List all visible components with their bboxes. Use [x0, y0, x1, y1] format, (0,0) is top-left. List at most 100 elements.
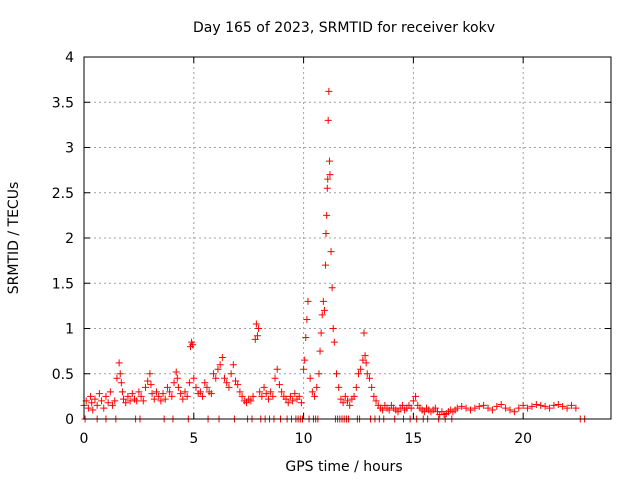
data-point: [260, 383, 268, 391]
data-point: [502, 404, 510, 412]
data-point: [325, 157, 333, 165]
data-point: [236, 388, 244, 396]
data-point: [155, 392, 163, 400]
y-tick-label: 1: [65, 322, 74, 338]
data-point: [385, 406, 393, 414]
data-point: [510, 408, 518, 416]
data-point: [168, 392, 176, 400]
data-point: [322, 229, 330, 237]
data-point: [264, 395, 272, 403]
data-point: [113, 374, 121, 382]
data-point: [300, 365, 308, 373]
data-point: [229, 361, 237, 369]
data-point: [324, 175, 332, 183]
data-point: [120, 395, 128, 403]
data-point: [398, 401, 406, 409]
data-point: [91, 395, 99, 403]
data-point: [572, 404, 580, 412]
data-point: [251, 335, 259, 343]
data-point: [159, 390, 167, 398]
data-point: [238, 392, 246, 400]
data-point: [319, 297, 327, 305]
y-tick-label: 0.5: [52, 367, 74, 383]
data-point: [89, 406, 97, 414]
chart-title: Day 165 of 2023, SRMTID for receiver kok…: [193, 20, 495, 36]
data-point: [88, 399, 96, 407]
data-point: [84, 404, 92, 412]
data-point: [344, 397, 351, 405]
data-point: [563, 404, 571, 412]
data-point: [166, 388, 174, 396]
data-point: [221, 374, 229, 382]
data-point: [284, 399, 292, 407]
x-tick-label: 20: [514, 431, 532, 447]
data-point: [135, 388, 143, 396]
data-point: [267, 388, 275, 396]
data-point: [497, 401, 505, 409]
data-point: [152, 388, 160, 396]
y-tick-label: 3.5: [52, 95, 74, 111]
data-point: [216, 361, 224, 369]
data-point: [316, 347, 324, 355]
data-point: [313, 383, 321, 391]
data-point: [286, 392, 294, 400]
data-point: [297, 399, 305, 407]
data-point: [295, 392, 303, 400]
data-point: [214, 365, 222, 373]
data-point: [302, 334, 310, 342]
data-point: [453, 404, 461, 412]
data-point: [537, 401, 545, 409]
data-point: [179, 395, 187, 403]
data-point: [201, 379, 209, 387]
data-point: [524, 404, 532, 412]
data-point: [291, 390, 299, 398]
data-point: [528, 402, 536, 410]
data-point: [328, 284, 336, 292]
data-point: [506, 406, 514, 414]
data-point: [122, 399, 130, 407]
data-point: [329, 325, 337, 332]
data-point: [227, 370, 235, 378]
data-point: [357, 365, 365, 373]
data-point: [234, 381, 242, 389]
data-point: [232, 377, 240, 385]
data-point: [126, 397, 134, 405]
data-point: [409, 397, 417, 405]
data-point: [330, 338, 338, 346]
data-point: [199, 392, 207, 400]
grid-lines: [84, 57, 611, 419]
data-point: [133, 397, 141, 405]
data-point: [253, 332, 261, 340]
data-point: [323, 211, 331, 219]
data-point: [327, 248, 335, 256]
data-point: [93, 401, 101, 409]
data-point: [532, 401, 540, 409]
data-point: [139, 397, 147, 405]
data-point: [550, 401, 558, 409]
data-point: [458, 402, 466, 410]
data-point: [177, 390, 185, 398]
data-point: [190, 374, 198, 382]
data-point: [141, 383, 149, 391]
data-point: [315, 370, 323, 378]
data-point: [111, 397, 119, 405]
data-point: [379, 406, 387, 414]
data-point: [249, 392, 257, 400]
data-point: [173, 374, 181, 382]
data-point: [431, 404, 439, 412]
data-point: [462, 404, 470, 412]
plot-frame: [83, 56, 612, 420]
data-point: [87, 392, 95, 400]
data-point: [368, 383, 376, 391]
data-point: [181, 388, 189, 396]
data-point: [559, 402, 567, 410]
data-point: [116, 370, 124, 378]
y-tick-label: 4: [65, 50, 74, 66]
data-point: [104, 399, 112, 407]
data-point: [124, 392, 132, 400]
data-point: [324, 116, 332, 124]
data-point: [360, 329, 368, 337]
x-tick-label: 15: [404, 431, 422, 447]
data-point: [471, 404, 479, 412]
